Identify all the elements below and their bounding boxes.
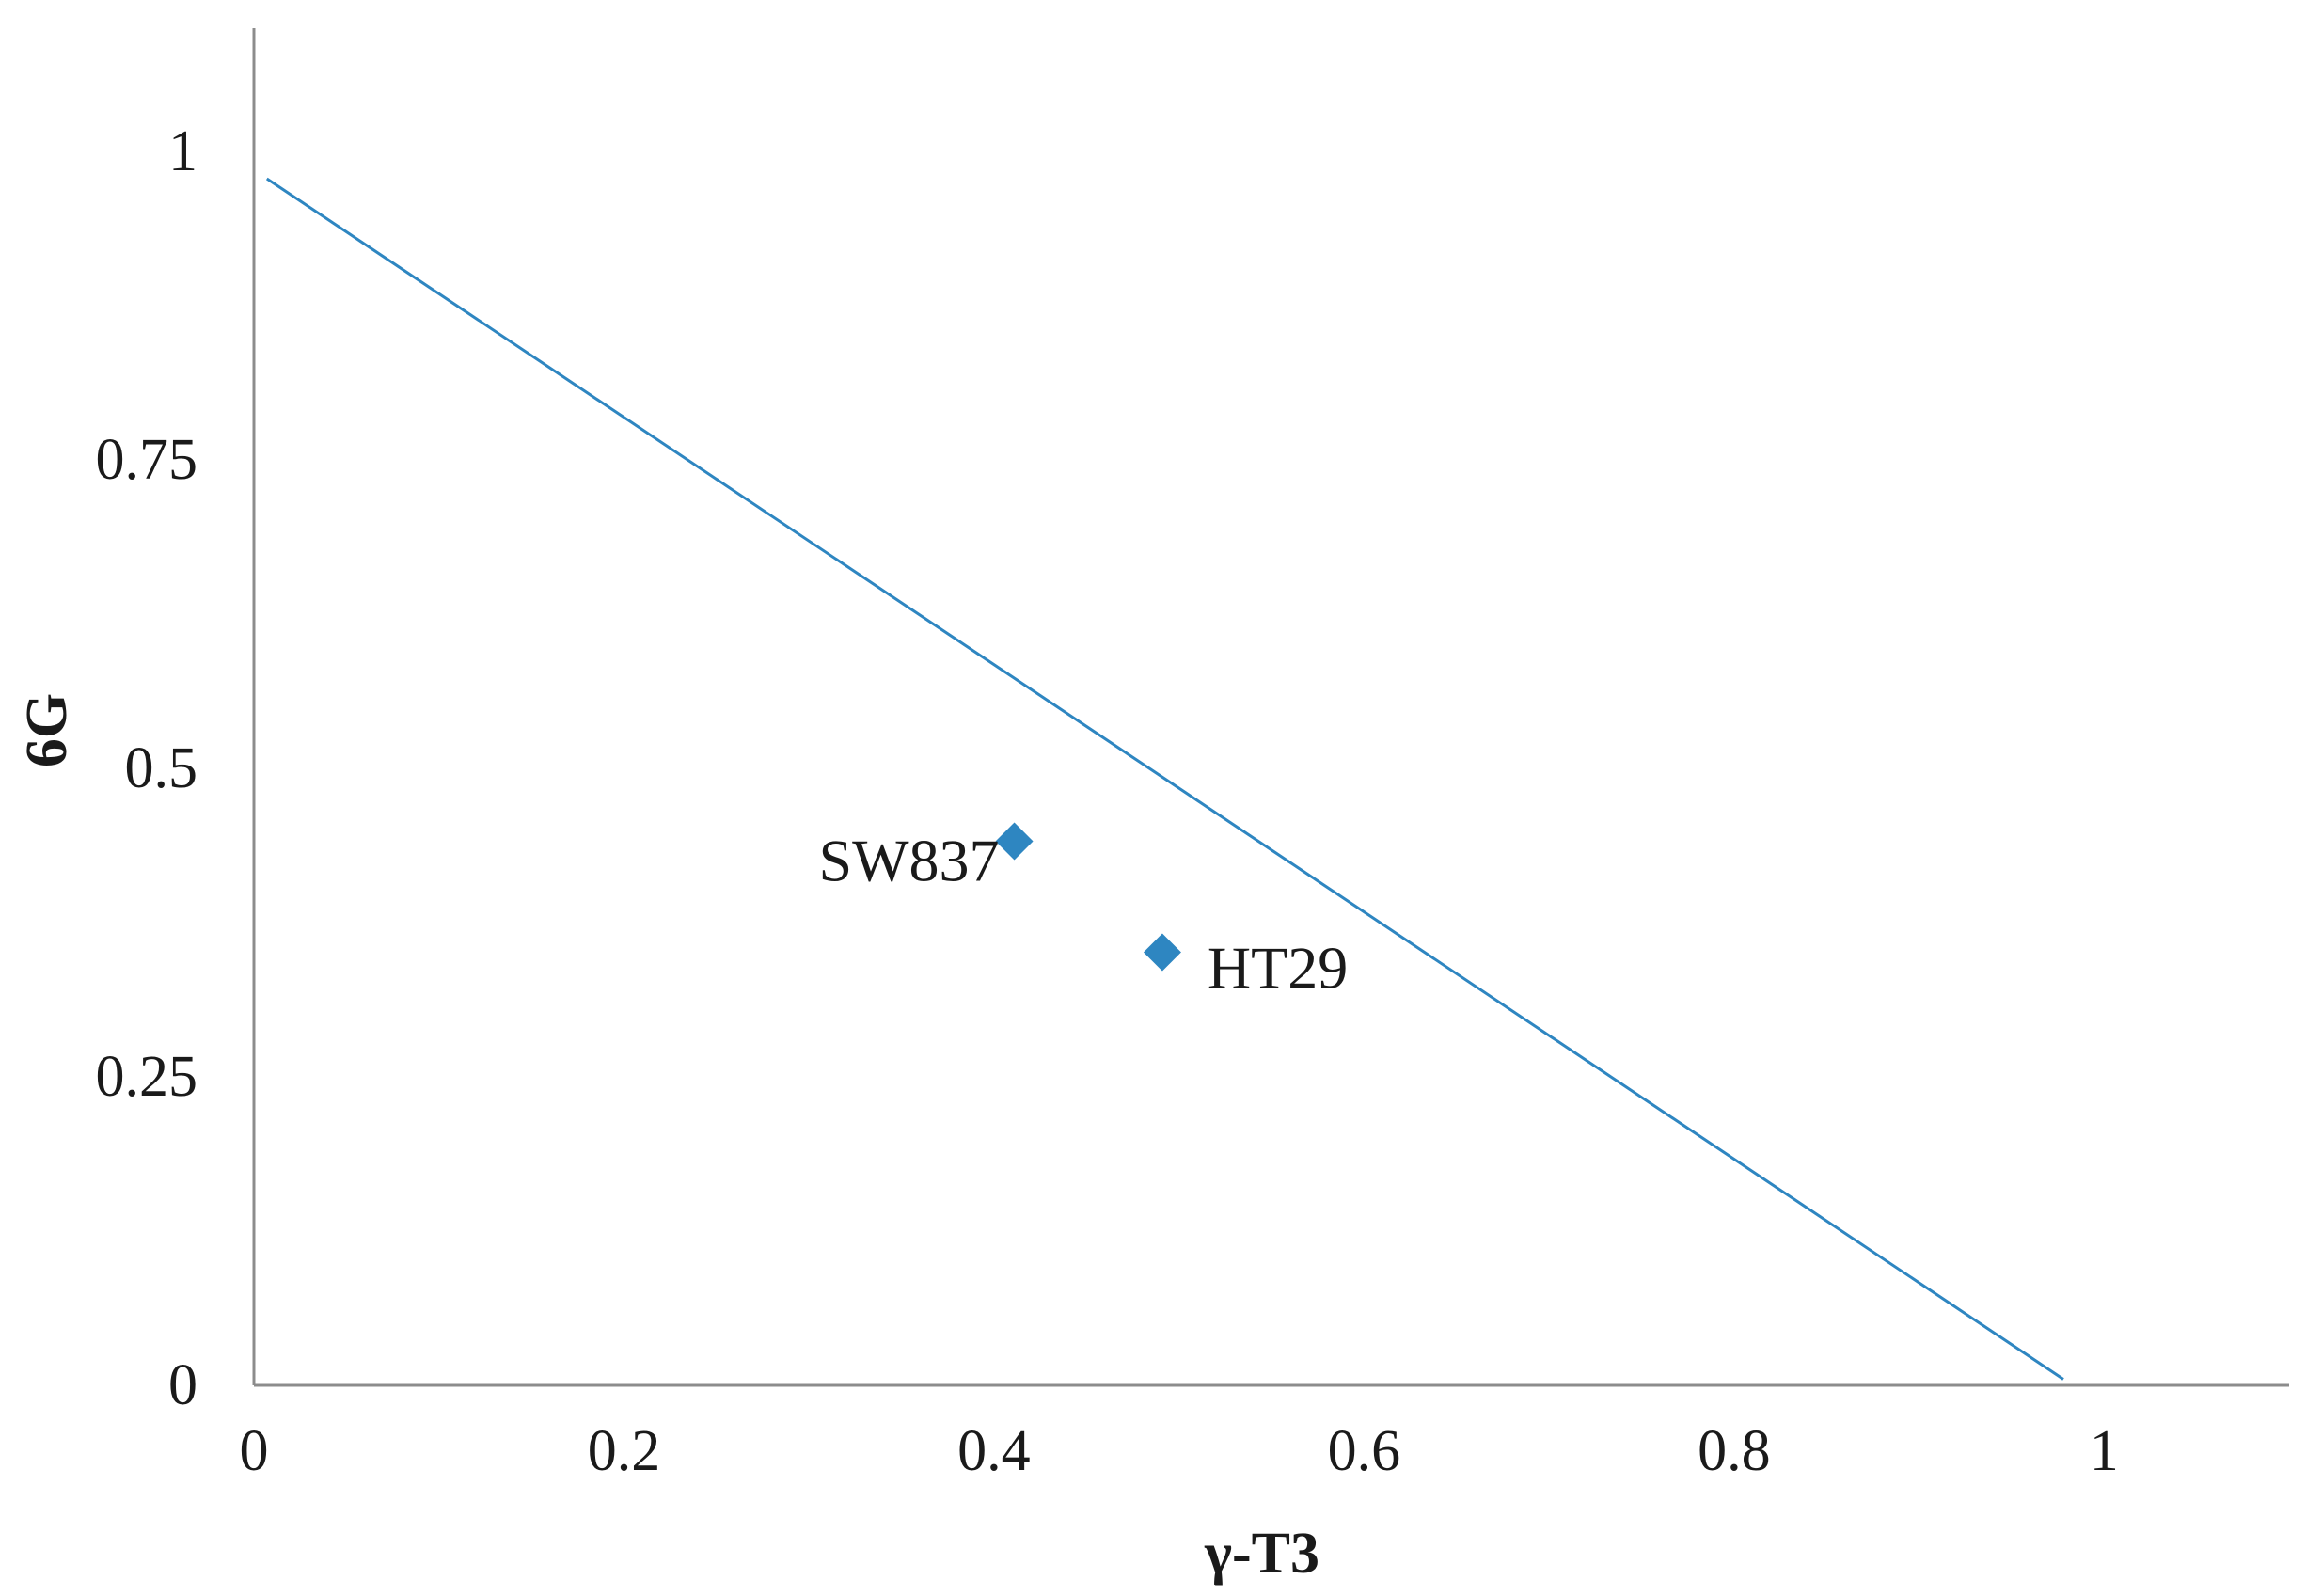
y-axis-title: 6G	[15, 693, 79, 767]
series-line	[265, 177, 2064, 1381]
point-label-ht29: HT29	[1208, 935, 1348, 1002]
point-label-sw837: SW837	[819, 827, 1000, 893]
x-tick-label: 0.6	[1328, 1419, 1401, 1483]
x-tick-label: 0.4	[957, 1419, 1031, 1483]
y-tick-labels: 0 0.25 0.5 0.75 1	[96, 119, 198, 1417]
y-tick-label: 0.25	[96, 1045, 198, 1109]
x-tick-label: 0	[240, 1419, 269, 1483]
x-tick-label: 0.2	[588, 1419, 661, 1483]
y-tick-label: 0	[168, 1353, 197, 1417]
y-tick-label: 0.75	[96, 428, 198, 492]
series	[265, 177, 2064, 1381]
y-tick-label: 0.5	[125, 736, 198, 800]
axes	[252, 28, 2289, 1387]
x-tick-labels: 0 0.2 0.4 0.6 0.8 1	[240, 1419, 2119, 1483]
x-axis-title: γ-T3	[1204, 1522, 1319, 1586]
scatter-points: SW837 HT29	[819, 822, 1348, 1002]
scatter-point-sw837	[995, 822, 1034, 861]
x-tick-label: 1	[2090, 1419, 2119, 1483]
scatter-point-ht29	[1143, 933, 1181, 972]
y-tick-label: 1	[168, 119, 197, 183]
x-tick-label: 0.8	[1698, 1419, 1771, 1483]
